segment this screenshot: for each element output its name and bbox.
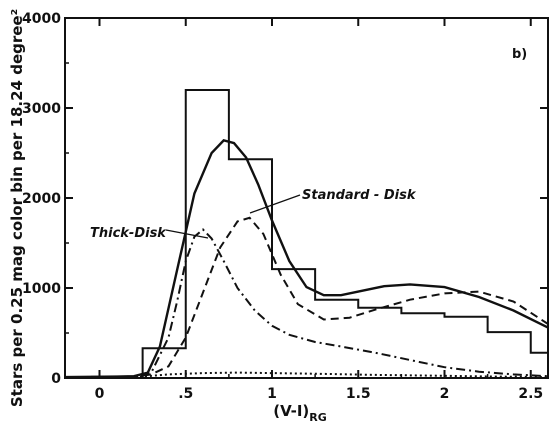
- series-line-dash-dot: [65, 228, 548, 378]
- y-tick-label: 0: [51, 371, 61, 387]
- series-line-dashed: [65, 216, 548, 378]
- annotation-leader-thick-disk: [165, 229, 209, 239]
- annotation-standard-disk: Standard - Disk: [302, 188, 417, 203]
- y-tick-label: 1000: [22, 281, 61, 297]
- plot-inner: [65, 89, 548, 378]
- y-tick-label: 3000: [22, 101, 61, 117]
- annotations: Standard - Disk Thick-Disk: [90, 188, 417, 241]
- axes: 0 1000 2000 3000 4000 0 .5 1 1.5 2 2.5: [22, 11, 549, 402]
- x-tick-label: 2.5: [518, 386, 543, 402]
- y-tick-label: 4000: [22, 11, 61, 27]
- y-axis-title: Stars per 0.25 mag color bin per 18.24 d…: [8, 9, 26, 407]
- plot-area: [65, 89, 548, 378]
- x-axis-title-subscript: RG: [309, 411, 327, 424]
- annotation-leader-standard-disk: [249, 194, 301, 214]
- x-axis-title: (V-I)RG: [273, 402, 327, 424]
- x-tick-label: 2: [440, 386, 450, 402]
- x-tick-label: 1: [267, 386, 277, 402]
- axis-titles: (V-I)RG Stars per 0.25 mag color bin per …: [8, 9, 327, 424]
- annotation-thick-disk: Thick-Disk: [90, 226, 167, 241]
- series-line-solid: [65, 139, 548, 378]
- x-tick-label: .5: [178, 386, 193, 402]
- x-tick-label: 0: [95, 386, 105, 402]
- series-line-dotted: [65, 371, 548, 378]
- y-tick-label: 2000: [22, 191, 61, 207]
- histogram-outline: [141, 89, 548, 378]
- x-tick-label: 1.5: [346, 386, 371, 402]
- panel-label: b): [512, 47, 527, 62]
